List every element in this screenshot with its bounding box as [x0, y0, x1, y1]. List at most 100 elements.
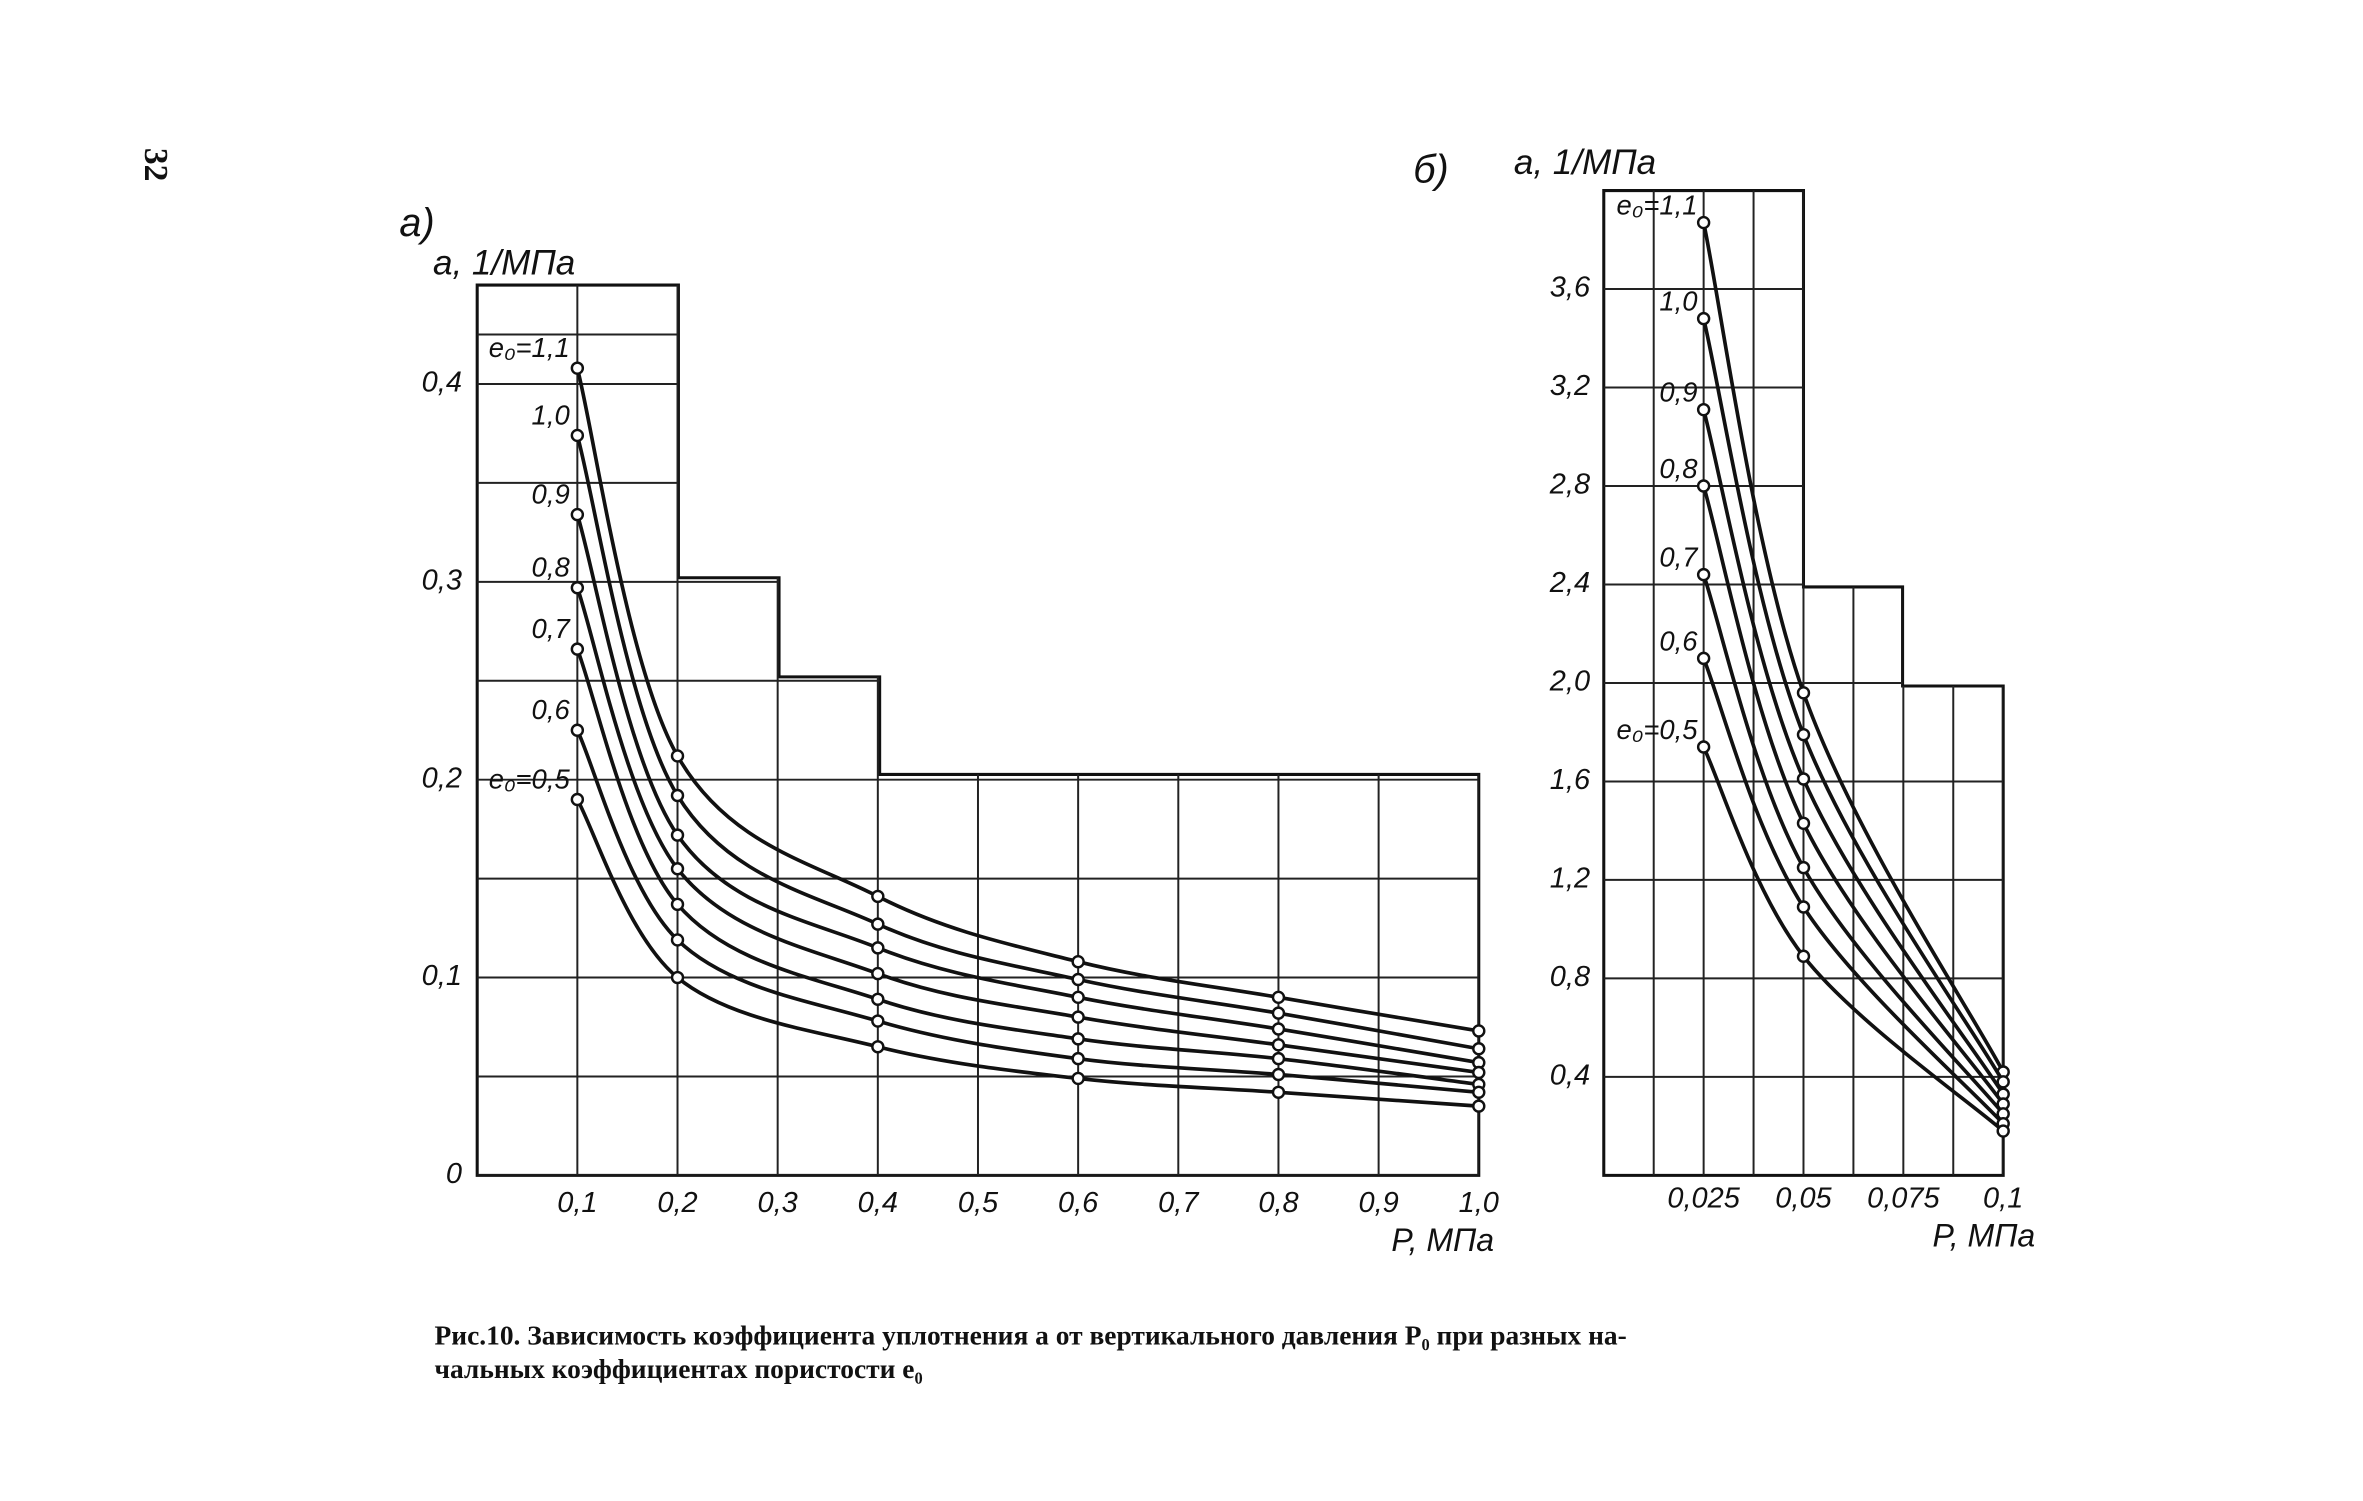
panel-label: б)	[1413, 148, 1449, 192]
point	[1796, 900, 1811, 914]
point	[670, 897, 685, 912]
curve-label: 0,9	[1659, 377, 1697, 408]
curve	[575, 648, 1480, 1087]
curve-label: 0,7	[1659, 542, 1699, 573]
point	[1796, 860, 1811, 875]
y-tick-label: 0,1	[422, 960, 462, 992]
x-tick-label: 0,1	[1983, 1182, 2023, 1214]
point	[570, 642, 585, 656]
page-number: 32	[137, 148, 174, 182]
curve	[575, 367, 1480, 1033]
point	[1696, 479, 1711, 493]
point	[1472, 1042, 1486, 1056]
point	[670, 933, 685, 947]
y-tick-label: 0,2	[422, 762, 462, 794]
point	[1472, 1099, 1486, 1113]
y-tick-label: 0,4	[1550, 1060, 1590, 1092]
point	[1071, 972, 1085, 987]
curve-label: 0,6	[532, 694, 571, 725]
point	[1071, 1032, 1085, 1046]
point	[1696, 311, 1711, 326]
caption-line: Рис.10. Зависимость коэффициента уплотне…	[435, 1321, 1627, 1351]
point	[1271, 1038, 1286, 1052]
point	[1071, 1051, 1085, 1066]
point	[570, 361, 585, 375]
curve-label: 0,9	[532, 479, 570, 510]
point	[1696, 651, 1711, 666]
point	[1472, 1065, 1486, 1080]
x-tick-label: 0,4	[858, 1187, 898, 1219]
point	[1271, 1067, 1286, 1082]
point	[1071, 1071, 1085, 1086]
x-tick-label: 0,6	[1058, 1187, 1099, 1219]
panel-label: а)	[399, 201, 434, 245]
x-axis-label: P, МПа	[1933, 1217, 2036, 1253]
point	[570, 581, 585, 595]
curve	[575, 729, 1479, 1095]
curve-label: 0,6	[1659, 625, 1698, 656]
point	[570, 792, 585, 807]
curve-label: e₀=1,1	[1617, 190, 1698, 221]
point	[1996, 1124, 2010, 1138]
point	[871, 889, 885, 904]
caption-line: чальных коэффициентах пористости e₀	[435, 1354, 923, 1384]
point	[1696, 567, 1711, 582]
point	[1796, 772, 1811, 786]
point	[670, 749, 685, 763]
point	[670, 862, 685, 876]
grid-outline	[475, 283, 1481, 1177]
curve	[575, 587, 1480, 1075]
point	[1472, 1024, 1486, 1038]
point	[871, 1014, 885, 1028]
y-tick-label: 2,0	[1549, 666, 1590, 698]
curve-label: 1,0	[1659, 286, 1698, 317]
point	[670, 970, 685, 985]
x-tick-label: 0,2	[657, 1187, 697, 1219]
point	[1696, 215, 1711, 230]
point	[570, 428, 585, 443]
point	[1996, 1075, 2010, 1089]
point	[1271, 1022, 1286, 1036]
curve-label: e₀=0,5	[489, 763, 571, 794]
point	[1696, 740, 1711, 754]
point	[871, 966, 885, 981]
point	[670, 788, 685, 803]
point	[1271, 1051, 1286, 1066]
x-tick-label: 1,0	[1459, 1187, 1499, 1219]
x-tick-label: 0,7	[1158, 1187, 1199, 1219]
y-tick-label: 1,6	[1550, 764, 1591, 796]
point	[1271, 990, 1286, 1005]
point	[1796, 686, 1811, 700]
point	[570, 723, 585, 737]
x-tick-label: 0,5	[958, 1187, 999, 1219]
y-tick-label: 0	[446, 1158, 462, 1190]
point	[570, 507, 585, 522]
point	[1796, 949, 1811, 963]
curve	[575, 514, 1480, 1065]
curve-label: e₀=0,5	[1617, 714, 1699, 745]
point	[1696, 402, 1711, 417]
y-tick-label: 0,8	[1550, 961, 1590, 993]
point	[1796, 816, 1811, 831]
curve-label: e₀=1,1	[489, 332, 570, 363]
curve-label: 0,7	[532, 613, 572, 644]
y-tick-label: 2,8	[1549, 469, 1590, 501]
y-tick-label: 0,4	[422, 367, 462, 399]
y-tick-label: 3,6	[1550, 272, 1591, 304]
x-tick-label: 0,8	[1258, 1187, 1298, 1219]
x-tick-label: 0,025	[1667, 1182, 1740, 1214]
point	[871, 1040, 885, 1054]
point	[871, 941, 885, 955]
grid	[477, 285, 1479, 1176]
point	[871, 917, 885, 931]
point	[670, 828, 685, 842]
x-tick-label: 0,9	[1358, 1187, 1398, 1219]
x-tick-label: 0,3	[758, 1187, 798, 1219]
curve	[575, 434, 1480, 1051]
x-tick-label: 0,1	[557, 1187, 597, 1219]
point	[1796, 727, 1811, 742]
y-tick-label: 0,3	[422, 564, 462, 596]
x-axis-label: P, МПа	[1391, 1222, 1494, 1258]
curve-label: 0,8	[532, 552, 571, 583]
